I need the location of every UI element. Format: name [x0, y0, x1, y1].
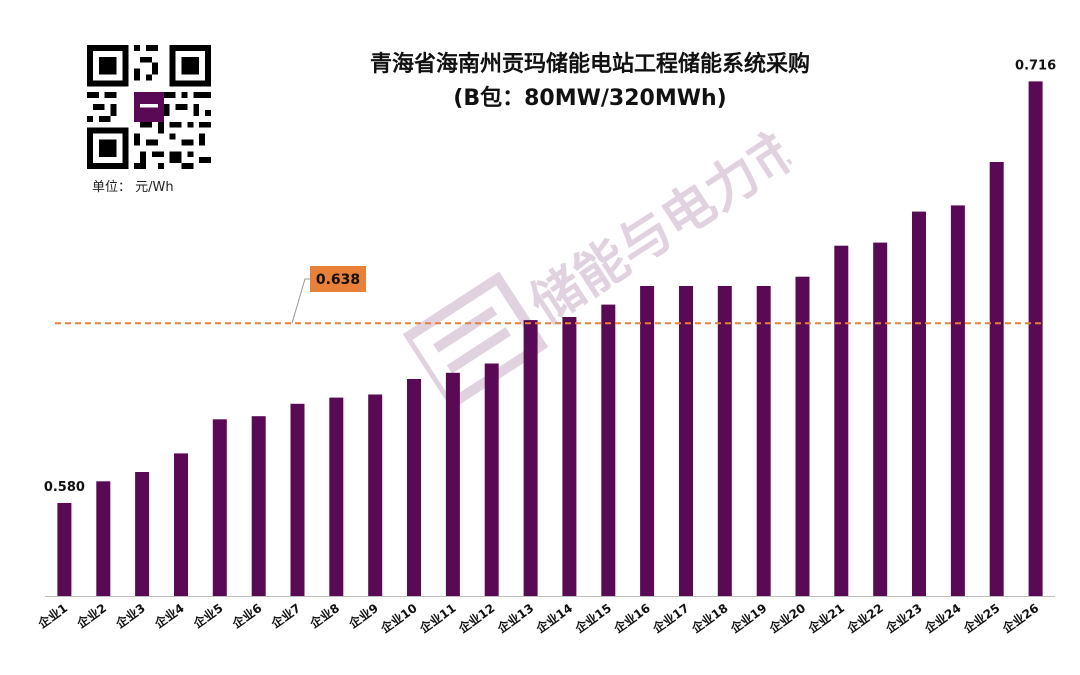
x-tick-label: 企业7 [267, 600, 303, 631]
x-tick-label: 企业14 [532, 600, 575, 636]
bar [912, 211, 926, 596]
bar [679, 286, 693, 596]
average-callout-box [310, 266, 366, 292]
bar [290, 403, 305, 596]
bar [601, 304, 616, 596]
bar [1028, 81, 1043, 596]
bar [989, 162, 1004, 596]
bar [834, 245, 849, 596]
chart-title: 青海省海南州贡玛储能电站工程储能系统采购 [369, 52, 810, 77]
data-label: 0.716 [1015, 58, 1056, 73]
bar [873, 242, 888, 596]
unit-label: 单位： 元/Wh [92, 180, 174, 195]
x-tick-label: 企业26 [999, 600, 1042, 636]
bar [96, 481, 111, 596]
bar [407, 379, 421, 596]
x-tick-label: 企业19 [727, 600, 770, 636]
x-tick-label: 企业12 [455, 600, 498, 636]
x-tick-label: 企业16 [610, 600, 653, 636]
bar [251, 416, 266, 596]
x-tick-label: 企业21 [804, 600, 847, 636]
x-tick-label: 企业24 [921, 600, 964, 636]
bar [174, 453, 188, 596]
x-tick-label: 企业9 [345, 600, 381, 631]
x-tick-label: 企业4 [151, 600, 187, 631]
bar [57, 503, 72, 596]
x-tick-label: 企业6 [228, 600, 264, 631]
x-tick-label: 企业2 [73, 600, 109, 631]
average-callout-label: 0.638 [316, 272, 360, 288]
x-tick-label: 企业25 [960, 600, 1003, 636]
bar [368, 394, 383, 596]
x-tick-label: 企业11 [416, 600, 459, 636]
x-tick-label: 企业20 [765, 600, 808, 636]
bar [756, 286, 771, 596]
x-tick-label: 企业15 [571, 600, 614, 636]
x-tick-label: 企业5 [190, 600, 226, 631]
x-tick-label: 企业18 [688, 600, 731, 636]
bar [484, 363, 499, 596]
bar [135, 472, 150, 596]
bar [329, 397, 344, 596]
bar [640, 286, 655, 596]
bar [562, 317, 577, 596]
x-tick-label: 企业10 [377, 600, 420, 636]
bar [523, 320, 538, 596]
bar [212, 419, 227, 596]
x-tick-label: 企业13 [494, 600, 537, 636]
data-label: 0.580 [44, 480, 85, 495]
bar [795, 276, 810, 596]
callout-leader [291, 278, 310, 324]
x-tick-label: 企业1 [34, 600, 70, 631]
bar [445, 372, 460, 596]
chart-subtitle: (B包：80MW/320MWh) [453, 86, 727, 111]
x-tick-label: 企业17 [649, 600, 692, 636]
qr-code-icon [87, 45, 211, 169]
x-tick-label: 企业8 [306, 600, 342, 631]
x-tick-label: 企业3 [112, 600, 148, 631]
bar [950, 205, 965, 596]
bar [717, 286, 732, 596]
x-tick-label: 企业22 [843, 600, 886, 636]
x-tick-label: 企业23 [882, 600, 925, 636]
